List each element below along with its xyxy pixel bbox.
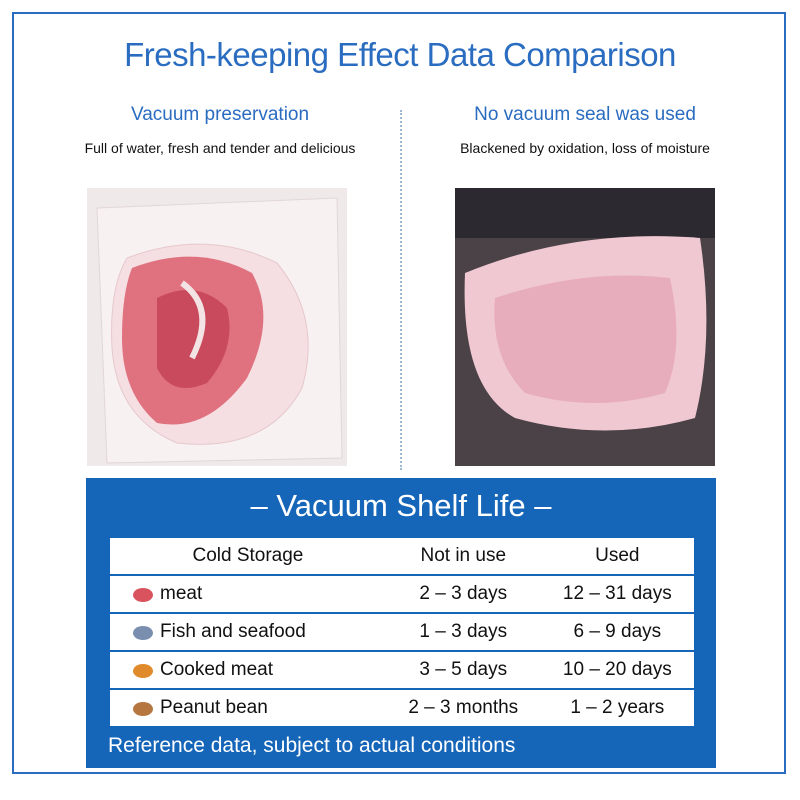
duration-cell: 2 – 3 months [408, 697, 519, 718]
header-cell: Used [540, 538, 694, 576]
right-column: No vacuum seal was used Blackened by oxi… [420, 104, 750, 156]
duration-cell: 12 – 31 days [540, 575, 694, 614]
left-column: Vacuum preservation Full of water, fresh… [55, 104, 385, 156]
header-cell: Cold Storage [110, 538, 386, 576]
duration-cell: 6 – 9 days [540, 613, 694, 652]
table-row: Fish and seafood 1 – 3 days 6 – 9 days [110, 613, 694, 652]
food-cell: Cooked meat [110, 651, 386, 690]
caption: Full of water, fresh and tender and deli… [84, 140, 356, 156]
panel-title: – Vacuum Shelf Life – [250, 488, 552, 523]
shelf-life-table: Cold Storage Not in use Used meat 2 – 3 day… [110, 538, 694, 726]
duration-cell: 3 – 5 days [385, 651, 541, 690]
shelf-life-panel: – Vacuum Shelf Life – Cold Storage Not in… [86, 478, 716, 768]
heading: Vacuum preservation [130, 104, 310, 125]
unsealed-meat-photo [455, 188, 715, 466]
header-cell: Not in use [385, 538, 541, 576]
title: Fresh-keeping Effect Data Comparison [124, 36, 676, 73]
duration-cell: 1 – 3 days [385, 613, 541, 652]
divider [400, 110, 402, 470]
food-icon [133, 588, 153, 602]
table-row: Cooked meat 3 – 5 days 10 – 20 days [110, 651, 694, 690]
table-body: meat 2 – 3 days 12 – 31 days Fish and seafo… [110, 575, 694, 726]
table-row: meat 2 – 3 days 12 – 31 days [110, 575, 694, 614]
note: Reference data, subject to actual condit… [108, 734, 516, 757]
food-icon [133, 702, 153, 716]
table-row: Peanut bean 2 – 3 months 1 – 2 years [110, 689, 694, 726]
food-cell: Fish and seafood [110, 613, 386, 652]
food-icon [133, 664, 153, 678]
vacuum-meat-photo [87, 188, 347, 466]
duration-cell: 2 – 3 days [385, 575, 541, 614]
food-icon [133, 626, 153, 640]
food-cell: meat [110, 575, 386, 614]
food-cell: Peanut bean [110, 689, 386, 726]
heading: No vacuum seal was used [474, 104, 696, 125]
duration-cell: 10 – 20 days [540, 651, 694, 690]
header-row: Cold Storage Not in use Used [110, 538, 694, 576]
caption: Blackened by oxidation, loss of moisture [460, 140, 710, 156]
frame [12, 12, 786, 774]
duration-cell: 1 – 2 years [570, 697, 665, 718]
